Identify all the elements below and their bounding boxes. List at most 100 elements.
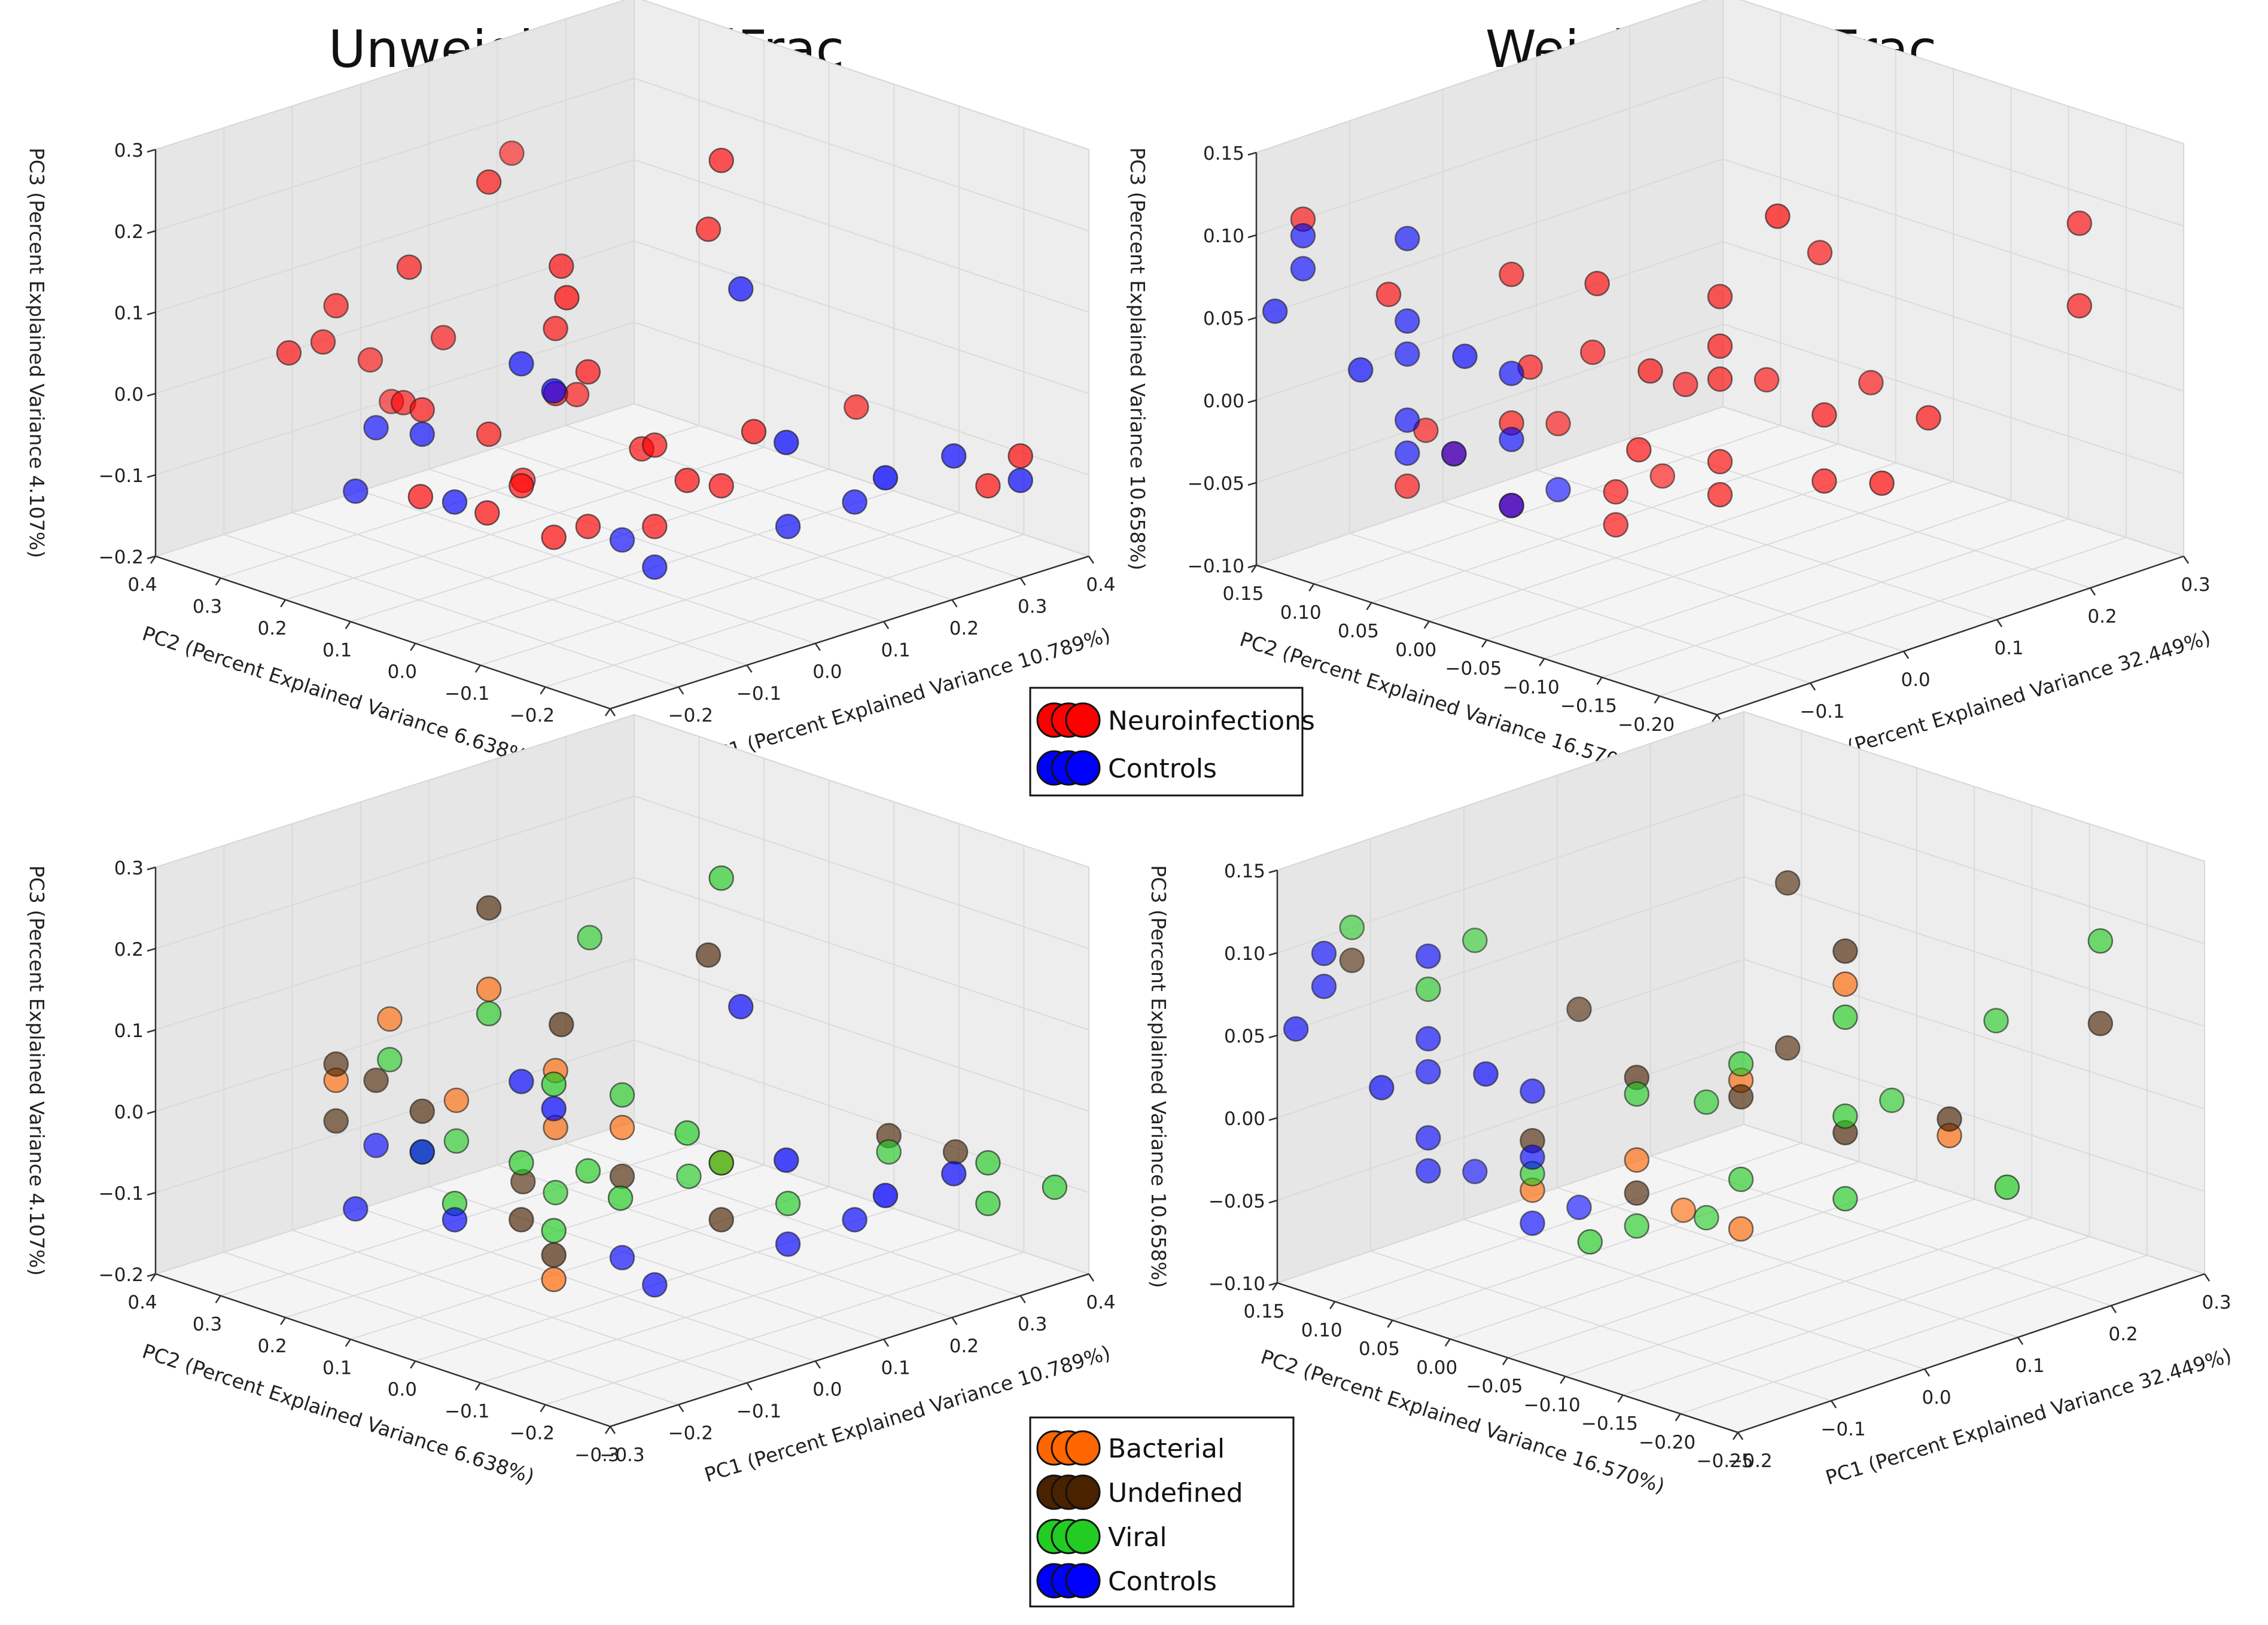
- point-neuroinfections: [1916, 405, 1941, 431]
- point-controls: [1415, 1158, 1441, 1184]
- y-tick-label: 0.15: [1243, 1301, 1284, 1322]
- point-neuroinfections: [357, 347, 383, 373]
- z-tick-label: 0.15: [1203, 143, 1244, 164]
- point-neuroinfections: [541, 525, 567, 550]
- x-tick-label: 0.1: [1994, 638, 2023, 659]
- plot-weighted-top: Weighted UniFrac−0.2−0.10.00.10.20.30.15…: [1126, 0, 2214, 780]
- point-undefined: [549, 1011, 574, 1038]
- x-tick-label: −0.1: [736, 683, 781, 705]
- point-neuroinfections: [2066, 211, 2093, 236]
- point-neuroinfections: [476, 421, 502, 447]
- point-neuroinfections: [1007, 443, 1033, 469]
- z-tick-label: 0.1: [114, 1020, 144, 1042]
- x-tick-label: 0.0: [1901, 669, 1930, 691]
- point-bacterial: [609, 1114, 635, 1141]
- y-axis-line: [155, 555, 611, 710]
- point-viral: [476, 1001, 502, 1027]
- plot-unweighted-bottom: −0.3 −0.2 −0.1 0.0 0.1 0.2 0.3 0.4 0.4 0.3 0.2 0.1 0…: [25, 714, 1116, 1488]
- point-controls: [1520, 1210, 1545, 1236]
- point-neuroinfections: [1375, 281, 1402, 307]
- point-neuroinfections: [2066, 292, 2093, 319]
- z-tick-label: 0.10: [1203, 225, 1244, 247]
- point-neuroinfections: [276, 340, 302, 366]
- y-tick-label: −0.25: [1697, 1450, 1753, 1472]
- point-controls: [775, 513, 801, 539]
- x-axis-line: [610, 555, 1089, 710]
- point-controls: [541, 378, 567, 404]
- point-controls: [1499, 426, 1524, 453]
- y-tick-label: 0.0: [388, 1379, 417, 1401]
- x-axis-line: [1737, 1273, 2205, 1434]
- y-tick-label: 0.4: [127, 574, 157, 596]
- point-neuroinfections: [975, 472, 1001, 499]
- legend-marker-controls: [1065, 1563, 1101, 1599]
- point-controls: [1311, 940, 1337, 967]
- point-bacterial: [1728, 1216, 1754, 1242]
- point-bacterial: [541, 1266, 567, 1292]
- x-axis-line: [610, 1273, 1089, 1428]
- x-tick-label: 0.2: [2108, 1324, 2138, 1345]
- point-controls: [642, 1272, 668, 1298]
- legend-marker-undefined: [1065, 1474, 1101, 1510]
- point-viral: [708, 1150, 734, 1176]
- point-neuroinfections: [575, 359, 601, 385]
- point-undefined: [1728, 1084, 1754, 1110]
- point-neuroinfections: [1499, 261, 1524, 288]
- point-viral: [975, 1190, 1001, 1217]
- point-undefined: [409, 1098, 435, 1124]
- point-controls: [1452, 343, 1478, 369]
- point-neuroinfections: [1626, 437, 1652, 463]
- z-tick-label: 0.05: [1224, 1026, 1265, 1047]
- y-tick-label: 0.3: [193, 1313, 222, 1335]
- point-viral: [1994, 1174, 2020, 1200]
- point-controls: [409, 421, 435, 447]
- y-tick-label: 0.2: [257, 618, 287, 639]
- y-tick-label: −0.20: [1639, 1432, 1695, 1453]
- legend-marker-viral: [1065, 1519, 1101, 1554]
- legend-label-undefined: Undefined: [1108, 1478, 1243, 1508]
- point-undefined: [1774, 870, 1801, 896]
- x-tick-label: 0.4: [1086, 1292, 1115, 1313]
- point-controls: [363, 414, 389, 441]
- point-neuroinfections: [642, 432, 668, 458]
- z-tick-label: −0.05: [1188, 473, 1244, 495]
- y-tick-label: 0.15: [1222, 583, 1264, 605]
- point-neuroinfections: [1603, 512, 1629, 538]
- point-neuroinfections: [1584, 270, 1610, 297]
- point-viral: [1042, 1174, 1068, 1200]
- point-bacterial: [443, 1087, 470, 1114]
- point-neuroinfections: [409, 397, 435, 423]
- point-viral: [1983, 1008, 2009, 1033]
- point-controls: [1395, 440, 1420, 466]
- point-undefined: [541, 1242, 567, 1268]
- point-viral: [443, 1128, 470, 1154]
- x-tick-label: 0.1: [881, 639, 910, 661]
- gridlines: [1277, 711, 2205, 1433]
- point-neuroinfections: [1812, 402, 1837, 428]
- point-viral: [541, 1071, 567, 1097]
- point-undefined: [323, 1108, 349, 1134]
- legend-label-controls: Controls: [1108, 1566, 1217, 1597]
- point-neuroinfections: [708, 147, 734, 173]
- point-viral: [674, 1120, 700, 1146]
- point-viral: [541, 1218, 567, 1243]
- point-undefined: [609, 1163, 635, 1190]
- data-points: [1262, 203, 2093, 538]
- z-tick-label: 0.10: [1224, 943, 1265, 965]
- point-controls: [1290, 222, 1316, 249]
- point-viral: [1339, 914, 1365, 940]
- x-tick-label: 0.2: [949, 618, 979, 639]
- y-tick-label: 0.05: [1359, 1339, 1400, 1360]
- z-tick-label: 0.00: [1203, 391, 1244, 412]
- point-neuroinfections: [564, 382, 590, 407]
- y-tick-label: 0.0: [388, 661, 417, 683]
- point-controls: [1473, 1061, 1499, 1087]
- point-neuroinfections: [741, 419, 767, 444]
- y-tick-label: 0.10: [1301, 1319, 1342, 1341]
- point-neuroinfections: [407, 484, 434, 510]
- point-undefined: [323, 1051, 349, 1077]
- point-viral: [577, 925, 602, 951]
- point-viral: [1577, 1229, 1603, 1255]
- z-tick-label: −0.05: [1208, 1191, 1265, 1212]
- point-neuroinfections: [554, 285, 580, 310]
